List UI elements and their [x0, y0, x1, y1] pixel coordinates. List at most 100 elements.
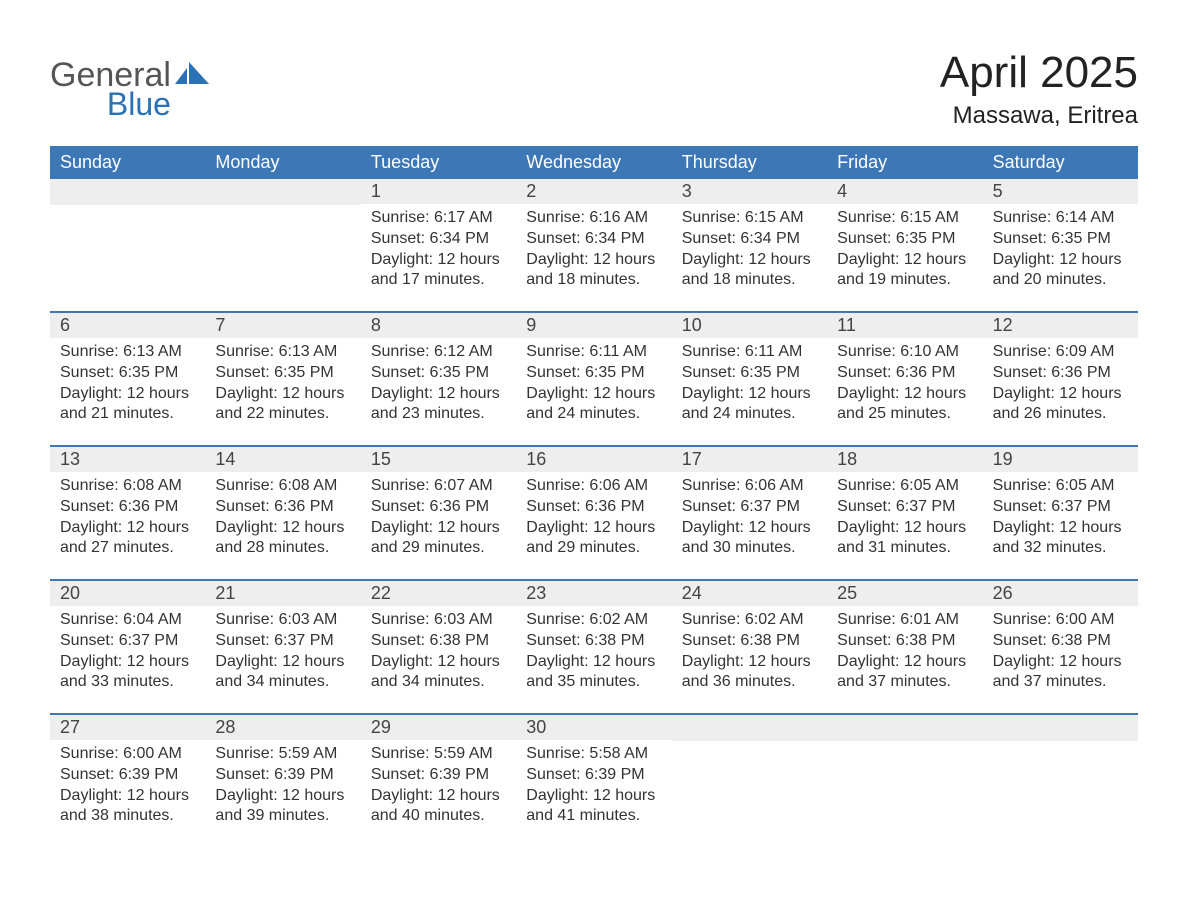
- day-cell: 9Sunrise: 6:11 AMSunset: 6:35 PMDaylight…: [516, 313, 671, 445]
- daylight-text: Daylight: 12 hours and 28 minutes.: [215, 518, 350, 560]
- topbar: General Blue April 2025 Massawa, Eritrea: [50, 48, 1138, 130]
- sunset-text: Sunset: 6:35 PM: [371, 363, 506, 384]
- daylight-text: Daylight: 12 hours and 25 minutes.: [837, 384, 972, 426]
- week-row: 1Sunrise: 6:17 AMSunset: 6:34 PMDaylight…: [50, 179, 1138, 311]
- daylight-text: Daylight: 12 hours and 18 minutes.: [526, 250, 661, 292]
- weekday-col-wed: Wednesday: [516, 146, 671, 179]
- day-content: Sunrise: 6:03 AMSunset: 6:38 PMDaylight:…: [361, 606, 516, 693]
- day-cell: 25Sunrise: 6:01 AMSunset: 6:38 PMDayligh…: [827, 581, 982, 713]
- day-cell: 27Sunrise: 6:00 AMSunset: 6:39 PMDayligh…: [50, 715, 205, 847]
- day-content: Sunrise: 6:11 AMSunset: 6:35 PMDaylight:…: [516, 338, 671, 425]
- day-content: Sunrise: 6:04 AMSunset: 6:37 PMDaylight:…: [50, 606, 205, 693]
- day-number: 30: [516, 715, 671, 740]
- daylight-text: Daylight: 12 hours and 21 minutes.: [60, 384, 195, 426]
- day-cell: 18Sunrise: 6:05 AMSunset: 6:37 PMDayligh…: [827, 447, 982, 579]
- day-number: 25: [827, 581, 982, 606]
- day-content: Sunrise: 6:13 AMSunset: 6:35 PMDaylight:…: [50, 338, 205, 425]
- weekday-col-sun: Sunday: [50, 146, 205, 179]
- daylight-text: Daylight: 12 hours and 27 minutes.: [60, 518, 195, 560]
- weeks-container: 1Sunrise: 6:17 AMSunset: 6:34 PMDaylight…: [50, 179, 1138, 847]
- daylight-text: Daylight: 12 hours and 22 minutes.: [215, 384, 350, 426]
- day-number: 16: [516, 447, 671, 472]
- day-content: Sunrise: 6:08 AMSunset: 6:36 PMDaylight:…: [50, 472, 205, 559]
- sunset-text: Sunset: 6:35 PM: [993, 229, 1128, 250]
- sunset-text: Sunset: 6:37 PM: [837, 497, 972, 518]
- sunset-text: Sunset: 6:36 PM: [837, 363, 972, 384]
- day-number: 19: [983, 447, 1138, 472]
- day-cell: 30Sunrise: 5:58 AMSunset: 6:39 PMDayligh…: [516, 715, 671, 847]
- day-number: 17: [672, 447, 827, 472]
- sunrise-text: Sunrise: 6:00 AM: [60, 744, 195, 765]
- day-content: Sunrise: 6:02 AMSunset: 6:38 PMDaylight:…: [516, 606, 671, 693]
- day-number: 12: [983, 313, 1138, 338]
- day-content: Sunrise: 6:05 AMSunset: 6:37 PMDaylight:…: [827, 472, 982, 559]
- day-content: Sunrise: 6:11 AMSunset: 6:35 PMDaylight:…: [672, 338, 827, 425]
- daylight-text: Daylight: 12 hours and 24 minutes.: [682, 384, 817, 426]
- daylight-text: Daylight: 12 hours and 29 minutes.: [526, 518, 661, 560]
- day-cell: 28Sunrise: 5:59 AMSunset: 6:39 PMDayligh…: [205, 715, 360, 847]
- day-content: Sunrise: 6:06 AMSunset: 6:36 PMDaylight:…: [516, 472, 671, 559]
- daylight-text: Daylight: 12 hours and 32 minutes.: [993, 518, 1128, 560]
- sunset-text: Sunset: 6:38 PM: [682, 631, 817, 652]
- day-content: Sunrise: 6:17 AMSunset: 6:34 PMDaylight:…: [361, 204, 516, 291]
- day-number: 9: [516, 313, 671, 338]
- day-number: 7: [205, 313, 360, 338]
- day-cell: 22Sunrise: 6:03 AMSunset: 6:38 PMDayligh…: [361, 581, 516, 713]
- sunset-text: Sunset: 6:36 PM: [60, 497, 195, 518]
- day-cell: 3Sunrise: 6:15 AMSunset: 6:34 PMDaylight…: [672, 179, 827, 311]
- day-number: 8: [361, 313, 516, 338]
- logo-text-stack: General Blue: [50, 58, 171, 120]
- day-cell: 26Sunrise: 6:00 AMSunset: 6:38 PMDayligh…: [983, 581, 1138, 713]
- sunset-text: Sunset: 6:36 PM: [993, 363, 1128, 384]
- day-content: Sunrise: 5:59 AMSunset: 6:39 PMDaylight:…: [205, 740, 360, 827]
- day-number: 11: [827, 313, 982, 338]
- sunrise-text: Sunrise: 6:06 AM: [682, 476, 817, 497]
- day-cell: 29Sunrise: 5:59 AMSunset: 6:39 PMDayligh…: [361, 715, 516, 847]
- brand-logo: General Blue: [50, 48, 209, 120]
- logo-flag-icon: [175, 62, 209, 93]
- day-content: Sunrise: 6:07 AMSunset: 6:36 PMDaylight:…: [361, 472, 516, 559]
- sunset-text: Sunset: 6:35 PM: [837, 229, 972, 250]
- weekday-col-tue: Tuesday: [361, 146, 516, 179]
- week-row: 27Sunrise: 6:00 AMSunset: 6:39 PMDayligh…: [50, 713, 1138, 847]
- day-content: Sunrise: 6:09 AMSunset: 6:36 PMDaylight:…: [983, 338, 1138, 425]
- day-cell: 24Sunrise: 6:02 AMSunset: 6:38 PMDayligh…: [672, 581, 827, 713]
- day-content: Sunrise: 6:13 AMSunset: 6:35 PMDaylight:…: [205, 338, 360, 425]
- sunrise-text: Sunrise: 6:01 AM: [837, 610, 972, 631]
- day-cell: 7Sunrise: 6:13 AMSunset: 6:35 PMDaylight…: [205, 313, 360, 445]
- day-number: 21: [205, 581, 360, 606]
- weekday-header-row: Sunday Monday Tuesday Wednesday Thursday…: [50, 146, 1138, 179]
- day-number: 24: [672, 581, 827, 606]
- day-number: 29: [361, 715, 516, 740]
- daylight-text: Daylight: 12 hours and 34 minutes.: [371, 652, 506, 694]
- sunset-text: Sunset: 6:34 PM: [682, 229, 817, 250]
- day-cell: 6Sunrise: 6:13 AMSunset: 6:35 PMDaylight…: [50, 313, 205, 445]
- sunrise-text: Sunrise: 6:08 AM: [60, 476, 195, 497]
- daylight-text: Daylight: 12 hours and 35 minutes.: [526, 652, 661, 694]
- day-content: Sunrise: 6:08 AMSunset: 6:36 PMDaylight:…: [205, 472, 360, 559]
- day-number: 22: [361, 581, 516, 606]
- sunrise-text: Sunrise: 6:13 AM: [60, 342, 195, 363]
- sunset-text: Sunset: 6:36 PM: [371, 497, 506, 518]
- week-row: 13Sunrise: 6:08 AMSunset: 6:36 PMDayligh…: [50, 445, 1138, 579]
- sunset-text: Sunset: 6:38 PM: [993, 631, 1128, 652]
- sunset-text: Sunset: 6:34 PM: [371, 229, 506, 250]
- day-number: 1: [361, 179, 516, 204]
- day-number: 18: [827, 447, 982, 472]
- page-title: April 2025: [940, 48, 1138, 98]
- daylight-text: Daylight: 12 hours and 37 minutes.: [837, 652, 972, 694]
- sunrise-text: Sunrise: 6:02 AM: [682, 610, 817, 631]
- day-number: 26: [983, 581, 1138, 606]
- day-cell: 8Sunrise: 6:12 AMSunset: 6:35 PMDaylight…: [361, 313, 516, 445]
- day-number: 4: [827, 179, 982, 204]
- sunset-text: Sunset: 6:37 PM: [682, 497, 817, 518]
- day-cell: [983, 715, 1138, 847]
- sunset-text: Sunset: 6:39 PM: [371, 765, 506, 786]
- calendar-page: General Blue April 2025 Massawa, Eritrea…: [0, 0, 1188, 887]
- day-number: 5: [983, 179, 1138, 204]
- daylight-text: Daylight: 12 hours and 41 minutes.: [526, 786, 661, 828]
- calendar-table: Sunday Monday Tuesday Wednesday Thursday…: [50, 146, 1138, 847]
- daylight-text: Daylight: 12 hours and 30 minutes.: [682, 518, 817, 560]
- day-content: Sunrise: 6:15 AMSunset: 6:35 PMDaylight:…: [827, 204, 982, 291]
- sunset-text: Sunset: 6:36 PM: [526, 497, 661, 518]
